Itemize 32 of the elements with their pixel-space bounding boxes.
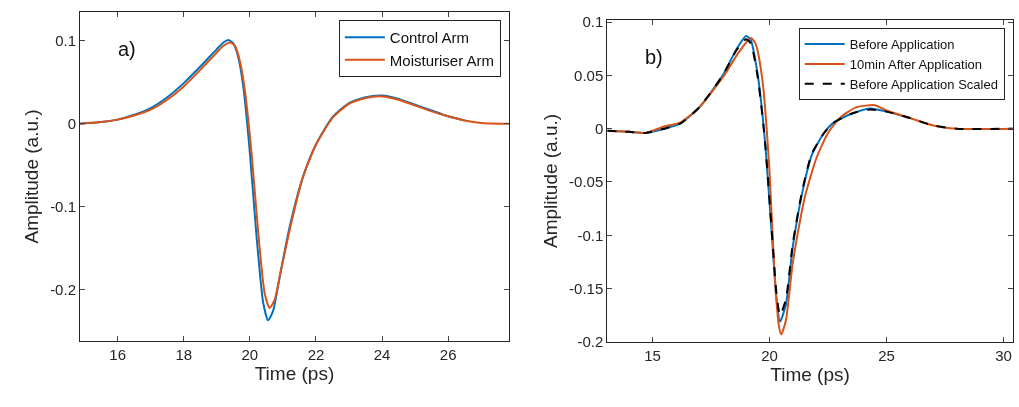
y-tick-label: 0 [594,119,604,137]
y-tick-label: -0.1 [50,197,76,215]
y-tick-label: -0.1 [577,226,604,244]
x-tick-label: 18 [175,346,193,364]
y-tick-label: -0.05 [569,173,604,191]
y-tick-label: -0.2 [577,333,604,351]
legend-label: 10min After Application [849,57,982,72]
y-tick-label: -0.15 [569,279,604,297]
x-axis-title: Time (ps) [770,363,850,385]
legend-label: Control Arm [389,29,470,47]
y-tick-label: 0.1 [55,32,76,50]
x-tick-label: 26 [439,346,457,364]
x-tick-label: 20 [761,346,778,364]
x-tick-label: 20 [241,346,259,364]
annotation: a) [118,38,136,60]
annotation: b) [645,46,663,68]
x-tick-label: 30 [995,346,1012,364]
y-tick-label: 0.1 [582,13,604,31]
legend-label: Before Application Scaled [849,76,998,92]
x-tick-label: 15 [644,346,661,364]
y-tick-label: 0 [67,115,76,133]
legend-label: Moisturiser Arm [389,51,495,69]
x-axis-title: Time (ps) [254,363,335,385]
x-tick-label: 22 [307,346,325,364]
x-tick-label: 16 [109,346,127,364]
y-axis-title: Amplitude (a.u.) [20,109,42,244]
x-tick-label: 25 [878,346,895,364]
y-tick-label: 0.05 [574,66,604,84]
y-tick-label: -0.2 [50,280,76,298]
y-axis-title: Amplitude (a.u.) [539,113,561,248]
legend-label: Before Application [849,37,955,53]
x-tick-label: 24 [373,346,391,364]
